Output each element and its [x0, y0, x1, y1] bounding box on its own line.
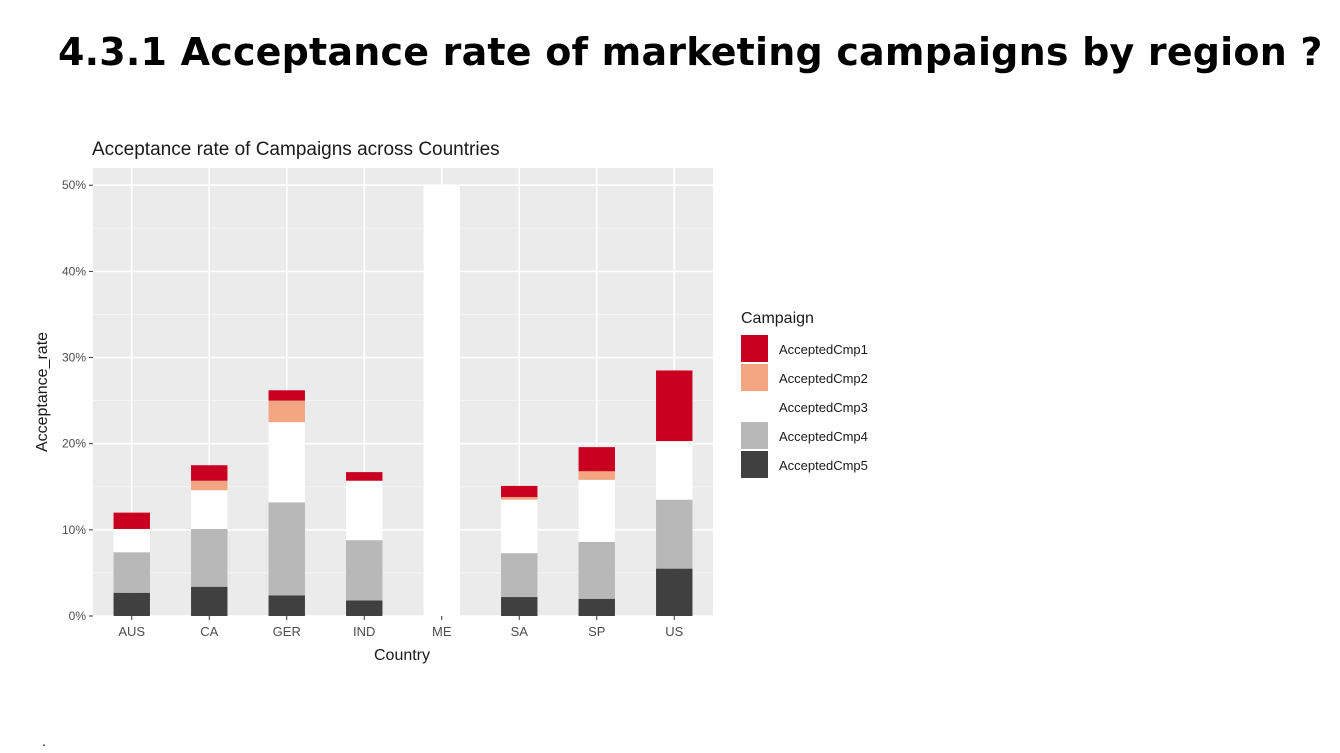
x-tick-label: SP	[588, 624, 605, 639]
y-tick-label: 10%	[62, 523, 86, 537]
bar-segment	[656, 441, 693, 500]
bar-segment	[501, 597, 538, 616]
y-axis: 0% 10% 20% 30% 40% 50%	[62, 178, 93, 623]
bar-segment	[346, 472, 383, 481]
legend-key	[741, 451, 768, 478]
legend-label: AcceptedCmp3	[779, 400, 868, 415]
bar-segment	[656, 499, 693, 569]
bar-segment	[113, 552, 150, 593]
bar-segment	[268, 400, 305, 423]
bar-segment	[578, 598, 615, 616]
bar-segment	[191, 465, 228, 481]
y-tick-label: 30%	[62, 351, 86, 365]
bar-segment	[578, 541, 615, 599]
bar-segment	[113, 512, 150, 529]
bar-segment	[268, 595, 305, 616]
legend-label: AcceptedCmp2	[779, 371, 868, 386]
chart-title: Acceptance rate of Campaigns across Coun…	[92, 139, 500, 160]
y-tick-label: 20%	[62, 437, 86, 451]
x-tick-label: AUS	[118, 624, 145, 639]
bar-segment	[191, 528, 228, 587]
bar-segment	[268, 422, 305, 503]
bars	[113, 185, 693, 616]
y-tick-label: 40%	[62, 264, 86, 278]
bar-segment	[191, 586, 228, 616]
legend-label: AcceptedCmp4	[779, 429, 868, 444]
y-tick-label: 50%	[62, 178, 86, 192]
bar-segment	[578, 447, 615, 472]
bar-segment	[501, 485, 538, 498]
x-axis-label: Country	[374, 647, 430, 664]
bar-segment	[501, 553, 538, 598]
bar-segment	[346, 540, 383, 601]
y-tick-label: 0%	[69, 609, 87, 623]
bar-segment	[578, 479, 615, 542]
footer-mark: .	[42, 733, 46, 749]
bar-segment	[656, 370, 693, 442]
legend-key	[741, 422, 768, 449]
bar-segment	[268, 502, 305, 596]
legend-key	[741, 393, 768, 420]
legend: Campaign AcceptedCmp1 AcceptedCmp2 Accepte…	[741, 310, 868, 478]
bar-segment	[423, 185, 460, 616]
x-axis: AUS CA GER IND ME SA SP US	[118, 616, 684, 639]
legend-title: Campaign	[741, 310, 814, 327]
bar-segment	[113, 528, 150, 553]
y-axis-label: Acceptance_rate	[34, 332, 51, 452]
bar-segment	[191, 480, 228, 491]
legend-label: AcceptedCmp5	[779, 458, 868, 473]
x-tick-label: CA	[200, 624, 218, 639]
bar-segment	[346, 480, 383, 541]
bar-segment	[191, 490, 228, 529]
bar-segment	[501, 497, 538, 500]
bar-segment	[268, 390, 305, 401]
x-tick-label: US	[665, 624, 683, 639]
x-tick-label: IND	[353, 624, 375, 639]
x-tick-label: SA	[511, 624, 529, 639]
bar-segment	[346, 600, 383, 616]
legend-key	[741, 335, 768, 362]
x-tick-label: ME	[432, 624, 452, 639]
slide-title: 4.3.1 Acceptance rate of marketing campa…	[58, 30, 1323, 74]
bar-segment	[501, 499, 538, 554]
plot-panel	[93, 168, 713, 616]
bar-segment	[656, 568, 693, 616]
x-tick-label: GER	[273, 624, 301, 639]
bar-segment	[578, 471, 615, 480]
legend-key	[741, 364, 768, 391]
legend-label: AcceptedCmp1	[779, 342, 868, 357]
bar-segment	[113, 592, 150, 616]
